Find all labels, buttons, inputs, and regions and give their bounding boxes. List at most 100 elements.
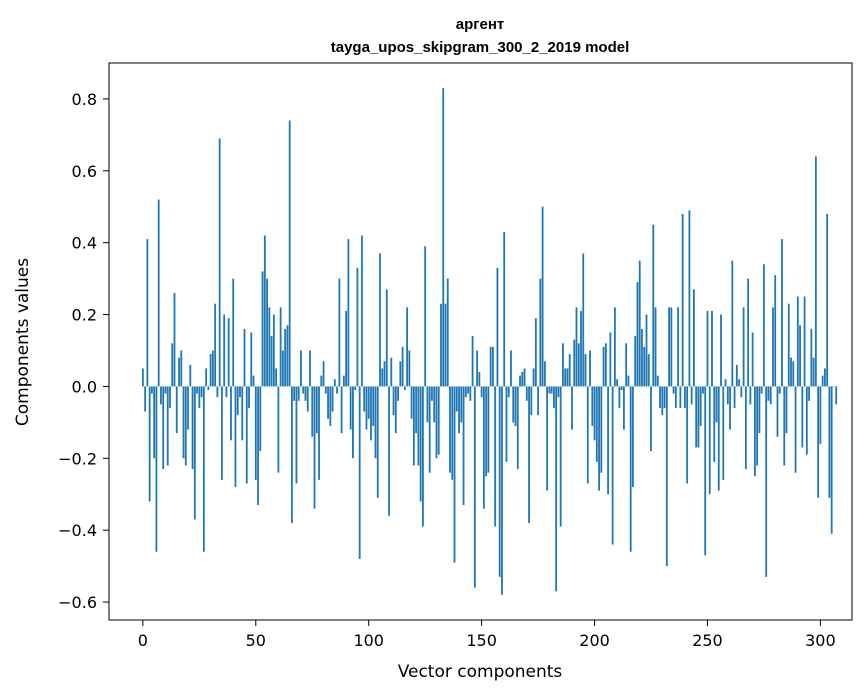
x-axis-ticks: 0 50 100 150 200 250 300 — [138, 620, 836, 650]
bar — [266, 278, 268, 387]
bar — [571, 386, 573, 430]
bar — [620, 386, 623, 391]
bar — [507, 386, 510, 398]
bar — [216, 386, 219, 398]
bar — [458, 386, 460, 434]
bar — [306, 386, 309, 412]
bar — [645, 314, 648, 387]
bar — [668, 307, 670, 387]
bar — [835, 386, 838, 405]
bar — [207, 386, 210, 391]
bar — [428, 386, 431, 473]
bar — [467, 386, 469, 394]
bar — [611, 386, 614, 545]
bar — [767, 386, 770, 401]
bar — [562, 343, 564, 387]
bar — [699, 386, 702, 426]
bar — [160, 386, 162, 405]
bar — [496, 267, 499, 387]
bar — [641, 328, 643, 387]
bar — [776, 386, 779, 437]
bar — [187, 386, 189, 430]
bar — [693, 289, 695, 387]
bar — [252, 375, 255, 387]
plot-frame — [108, 62, 853, 621]
bar — [227, 318, 230, 387]
bar — [453, 386, 456, 563]
bar — [367, 386, 370, 419]
bar — [390, 357, 393, 387]
bar — [214, 303, 217, 387]
bar — [828, 386, 831, 498]
bar — [702, 386, 704, 394]
bar — [449, 386, 451, 473]
bar — [756, 386, 759, 466]
x-tick-label: 100 — [353, 631, 384, 650]
bar — [686, 386, 689, 484]
bar — [753, 386, 756, 477]
bar — [559, 386, 562, 527]
bar — [419, 386, 422, 502]
bar — [293, 386, 296, 401]
bar — [681, 213, 684, 387]
bar — [749, 386, 752, 405]
bar — [469, 386, 472, 401]
y-tick-label: 0.4 — [72, 234, 97, 253]
bar — [155, 386, 158, 552]
bar — [211, 350, 214, 387]
chart-subtitle: tayga_upos_skipgram_300_2_2019 model — [331, 39, 630, 56]
bar — [221, 386, 223, 480]
bar — [300, 350, 302, 387]
bar — [444, 303, 447, 387]
bar — [166, 386, 169, 466]
bar — [408, 350, 411, 387]
bar — [751, 332, 754, 387]
bar — [487, 386, 490, 473]
y-axis-ticks: −0.6 −0.4 −0.2 0.0 0.2 0.4 0.6 0.8 — [58, 90, 109, 612]
bar — [157, 199, 160, 387]
bar — [141, 368, 144, 387]
bar — [717, 386, 720, 491]
bar — [785, 386, 788, 434]
bar — [336, 386, 338, 394]
bar — [254, 386, 257, 480]
bars-group — [141, 88, 838, 595]
bar — [810, 328, 813, 387]
bar — [528, 386, 530, 523]
bar — [636, 282, 639, 387]
bar — [616, 379, 619, 387]
bar — [365, 386, 368, 430]
bar — [774, 275, 777, 387]
bar — [489, 346, 492, 387]
bar — [679, 386, 682, 408]
bar — [236, 386, 239, 416]
bar — [209, 354, 212, 387]
bar — [370, 386, 372, 441]
x-tick-label: 50 — [246, 631, 266, 650]
bar — [803, 296, 806, 387]
bar — [704, 386, 707, 556]
bar — [665, 386, 668, 567]
bar — [568, 354, 571, 387]
bar — [381, 368, 384, 387]
bar — [532, 368, 535, 387]
bar — [821, 375, 824, 387]
bar — [787, 303, 790, 387]
bar — [521, 372, 524, 387]
bar — [801, 386, 804, 448]
bar — [760, 386, 763, 394]
bar — [501, 386, 503, 595]
y-tick-label: 0.8 — [72, 90, 97, 109]
bar — [670, 307, 673, 387]
bar — [403, 386, 406, 391]
bar — [586, 386, 589, 484]
bar — [557, 386, 560, 398]
bar — [451, 386, 454, 480]
bar — [525, 386, 528, 401]
bar — [379, 253, 381, 387]
bar — [697, 386, 700, 448]
bar — [191, 386, 194, 470]
bar — [778, 386, 781, 394]
bar — [435, 386, 438, 459]
bar — [171, 343, 174, 387]
